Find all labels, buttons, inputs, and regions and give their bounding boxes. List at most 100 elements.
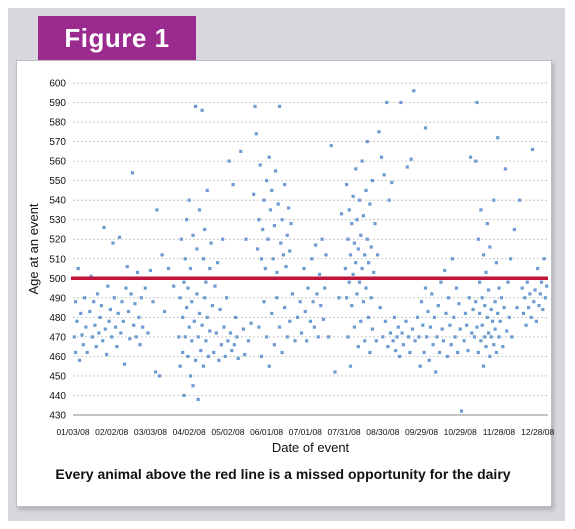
data-point [124,286,128,290]
data-point [497,286,501,290]
data-point [484,345,488,349]
data-point [303,309,307,314]
data-point [116,311,120,315]
data-point [279,241,283,245]
data-point [181,350,185,355]
data-point [236,356,240,360]
data-point [368,350,372,355]
data-point [281,253,285,257]
data-point [494,261,498,265]
data-point [357,198,362,202]
x-tick-label: 01/03/08 [56,427,89,437]
data-point [306,286,310,290]
data-point [270,188,274,192]
data-point [257,325,261,329]
data-point [487,288,491,292]
data-point [398,354,402,358]
data-point [172,284,176,288]
data-point [249,321,253,325]
data-point [204,280,208,284]
data-point [529,315,533,319]
data-point [277,325,282,329]
y-axis-label: Age at an event [26,203,41,294]
data-point [462,339,466,343]
data-point [183,257,187,261]
data-point [253,104,257,108]
data-point [108,307,112,312]
data-point [154,370,158,374]
y-tick-label: 440 [49,391,66,402]
data-point [243,352,247,357]
y-tick-labels: 430 440 450 460 470 480 490 500 510 520 530 540 550 5… [49,79,66,422]
data-point [444,311,448,315]
data-point [480,323,484,327]
data-point [475,325,479,329]
data-point [527,306,531,310]
data-point [197,311,202,315]
data-point [354,261,358,265]
x-tick-label: 06/01/08 [250,427,283,437]
x-tick-label: 02/02/08 [95,427,128,437]
data-point [454,286,458,290]
data-point [275,270,279,274]
data-point [141,325,145,329]
data-point [191,233,195,237]
data-point [72,335,76,339]
x-tick-labels: 01/03/08 02/02/08 03/03/08 04/02/08 05/02/08… [56,427,554,437]
data-point [221,237,225,241]
data-point [263,266,267,271]
data-point [81,343,85,347]
data-point [418,364,422,368]
gridlines [73,82,548,416]
data-point [492,343,496,347]
chart-panel [16,60,552,507]
data-point [288,319,292,323]
data-point [515,306,519,310]
data-point [373,222,377,226]
data-point [119,331,123,335]
data-point [261,227,265,232]
data-point [459,409,464,413]
data-point [210,304,214,308]
data-point [370,327,375,331]
data-point [228,331,233,335]
data-point [507,315,511,319]
data-point [195,292,199,296]
y-tick-label: 540 [49,196,66,207]
data-point [102,225,106,230]
data-point [107,319,111,323]
data-point [74,350,78,355]
data-point [125,265,129,269]
data-point [83,296,87,300]
data-point [430,292,434,296]
data-point [510,335,514,339]
data-point [360,159,364,163]
data-point [217,358,221,362]
data-point [280,218,284,222]
data-point [181,315,185,319]
data-point [84,325,88,329]
data-point [259,257,264,261]
data-point [377,130,381,134]
data-point [379,155,384,159]
data-point [474,159,478,163]
data-point [267,155,271,159]
data-point [194,104,198,108]
data-point [320,237,324,241]
data-point [280,350,284,355]
data-point [201,364,205,368]
data-point [90,335,94,339]
x-tick-label: 10/29/08 [444,427,477,437]
data-point [523,296,527,300]
data-point [365,140,369,144]
data-point [289,222,293,226]
data-point [265,179,269,183]
x-tick-label: 09/29/08 [405,427,438,437]
data-point [449,343,453,347]
data-point [441,339,445,343]
data-point [401,343,405,347]
x-tick-label: 11/28/08 [483,427,516,437]
data-point [166,266,171,271]
data-point [298,300,302,304]
data-point [157,374,162,378]
